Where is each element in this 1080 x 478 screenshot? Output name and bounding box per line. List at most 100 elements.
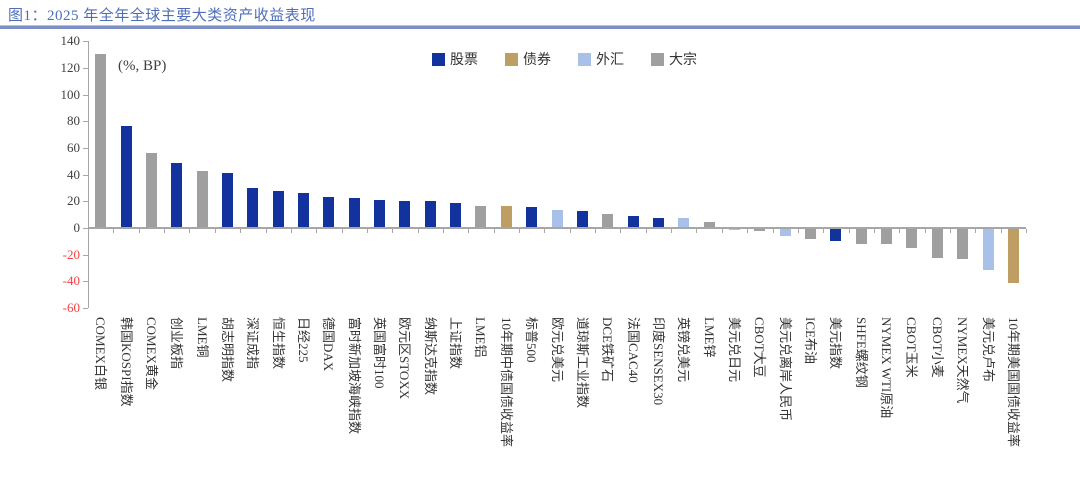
x-axis-label: SHFE螺纹钢 bbox=[853, 317, 869, 388]
legend-item-外汇: 外汇 bbox=[578, 49, 624, 69]
y-axis-tick-label: 100 bbox=[60, 86, 81, 102]
legend-swatch-icon bbox=[432, 52, 445, 66]
y-axis-line bbox=[88, 41, 89, 308]
x-axis-label: 道琼斯工业指数 bbox=[574, 317, 590, 409]
bar-LME锌 bbox=[703, 221, 715, 228]
x-axis-label: COMEX黄金 bbox=[143, 317, 159, 390]
x-axis-tick-mark bbox=[1000, 229, 1002, 233]
title-divider bbox=[0, 25, 1080, 29]
legend-label: 外汇 bbox=[596, 53, 624, 68]
bar-上证指数 bbox=[450, 203, 462, 228]
y-axis-tick-mark bbox=[83, 228, 88, 229]
x-axis-tick-mark bbox=[392, 229, 394, 233]
y-axis-tick-label: 140 bbox=[60, 33, 81, 49]
bar-印度SENSEX30 bbox=[652, 217, 664, 228]
y-axis-tick-mark bbox=[83, 174, 88, 176]
x-axis-label: 纳斯达克指数 bbox=[422, 317, 438, 396]
y-axis-tick-label: -60 bbox=[62, 300, 80, 315]
x-axis-label: CBOT玉米 bbox=[904, 317, 920, 378]
x-axis-label: 欧元兑美元 bbox=[549, 317, 565, 383]
x-axis-tick-mark bbox=[772, 229, 774, 233]
x-axis-label: 英镑兑美元 bbox=[676, 317, 692, 383]
x-axis-tick-mark bbox=[569, 229, 571, 233]
bar-欧元兑美元 bbox=[551, 210, 563, 228]
axis-unit-label: (%, BP) bbox=[118, 58, 167, 74]
legend-item-债券: 债券 bbox=[505, 49, 551, 69]
bar-胡志明指数 bbox=[221, 173, 233, 228]
x-axis-label: 胡志明指数 bbox=[219, 317, 235, 383]
x-axis-tick-mark bbox=[417, 229, 419, 233]
bar-韩国KOSPI指数 bbox=[120, 126, 132, 228]
y-axis-tick-label: -20 bbox=[62, 246, 80, 262]
legend-swatch-icon bbox=[578, 52, 591, 66]
x-axis-label: 印度SENSEX30 bbox=[650, 317, 666, 406]
x-axis-tick-mark bbox=[366, 229, 368, 233]
x-axis-tick-mark bbox=[493, 229, 495, 233]
legend-item-股票: 股票 bbox=[432, 49, 478, 69]
bar-10年期中债国债收益率 bbox=[500, 206, 512, 228]
x-axis-tick-mark bbox=[189, 229, 191, 233]
y-axis-tick-label: 20 bbox=[67, 193, 80, 209]
x-axis-label: NYMEX WTI原油 bbox=[879, 317, 895, 419]
x-axis-label: COMEX白银 bbox=[93, 317, 109, 390]
bar-10年期美国国债收益率 bbox=[1007, 229, 1019, 283]
y-axis-tick-mark bbox=[83, 254, 88, 256]
y-axis-tick-label: 0 bbox=[73, 220, 81, 235]
x-axis-label: 英国富时100 bbox=[372, 317, 387, 389]
x-axis-tick-mark bbox=[899, 229, 901, 233]
x-axis-label: NYMEX天然气 bbox=[955, 317, 971, 404]
asset-returns-bar-chart: (%, BP) 股票 债券 外汇 大宗 140 120 100 80 60 40 20 0 -20 -4… bbox=[0, 30, 1080, 478]
x-axis-tick-mark bbox=[240, 229, 242, 233]
y-axis-tick-label: -40 bbox=[62, 273, 80, 289]
x-axis-tick-mark bbox=[873, 229, 875, 233]
bar-ICE布油 bbox=[805, 229, 816, 240]
bar-英镑兑美元 bbox=[678, 218, 690, 228]
x-axis-label: 日经225 bbox=[296, 317, 311, 363]
bar-日经225 bbox=[298, 193, 309, 228]
legend-label: 大宗 bbox=[669, 53, 697, 68]
x-axis-tick-mark bbox=[797, 229, 799, 233]
x-axis-tick-mark bbox=[519, 229, 520, 233]
x-axis-label: 10年期中债国债收益率 bbox=[498, 317, 514, 448]
x-axis-label: 10年期美国国债收益率 bbox=[1005, 317, 1021, 448]
x-axis-label: 美元兑离岸人民币 bbox=[777, 317, 793, 422]
x-axis-tick-mark bbox=[1026, 229, 1027, 233]
x-axis-label: 标普500 bbox=[524, 317, 540, 363]
x-axis-tick-mark bbox=[645, 229, 647, 233]
x-axis-label: LME铜 bbox=[194, 317, 210, 358]
x-axis-tick-mark bbox=[823, 229, 825, 233]
legend-label: 股票 bbox=[450, 53, 478, 68]
x-axis-tick-mark bbox=[721, 229, 723, 233]
bar-COMEX黄金 bbox=[145, 153, 157, 228]
legend-swatch-icon bbox=[505, 52, 518, 66]
y-axis-tick-label: 40 bbox=[67, 166, 80, 182]
x-axis-tick-mark bbox=[671, 229, 673, 233]
x-axis-tick-mark bbox=[265, 229, 267, 233]
bar-富时新加坡海峡指数 bbox=[348, 198, 360, 228]
x-axis-label: CBOT小麦 bbox=[929, 317, 945, 378]
bar-法国CAC40 bbox=[627, 216, 639, 228]
x-axis-label: LME铝 bbox=[473, 317, 489, 358]
y-axis-tick-mark bbox=[83, 94, 88, 96]
legend-label: 债券 bbox=[523, 53, 551, 68]
legend-swatch-icon bbox=[651, 52, 664, 66]
x-axis-label: 德国DAX bbox=[321, 317, 337, 372]
x-axis-tick-mark bbox=[290, 229, 292, 233]
x-axis-tick-mark bbox=[848, 229, 850, 233]
x-axis-tick-mark bbox=[468, 229, 470, 233]
y-axis-tick-mark bbox=[83, 41, 88, 43]
bar-LME铝 bbox=[475, 206, 487, 228]
x-axis-tick-mark bbox=[544, 229, 546, 233]
chart-legend: 股票 债券 外汇 大宗 bbox=[432, 49, 697, 69]
bar-LME铜 bbox=[196, 171, 208, 228]
x-axis-label: 创业板指 bbox=[169, 317, 185, 370]
x-axis-tick-mark bbox=[747, 229, 749, 233]
x-axis-label: 恒生指数 bbox=[270, 317, 286, 370]
x-axis-zero-line bbox=[88, 227, 1026, 229]
x-axis-label: 美元指数 bbox=[828, 317, 844, 370]
x-axis-label: 富时新加坡海峡指数 bbox=[346, 317, 362, 435]
y-axis-tick-mark bbox=[83, 68, 88, 69]
x-axis-label: ICE布油 bbox=[803, 317, 818, 364]
x-axis-tick-mark bbox=[214, 229, 216, 233]
x-axis-label: 深证成指 bbox=[245, 317, 261, 370]
